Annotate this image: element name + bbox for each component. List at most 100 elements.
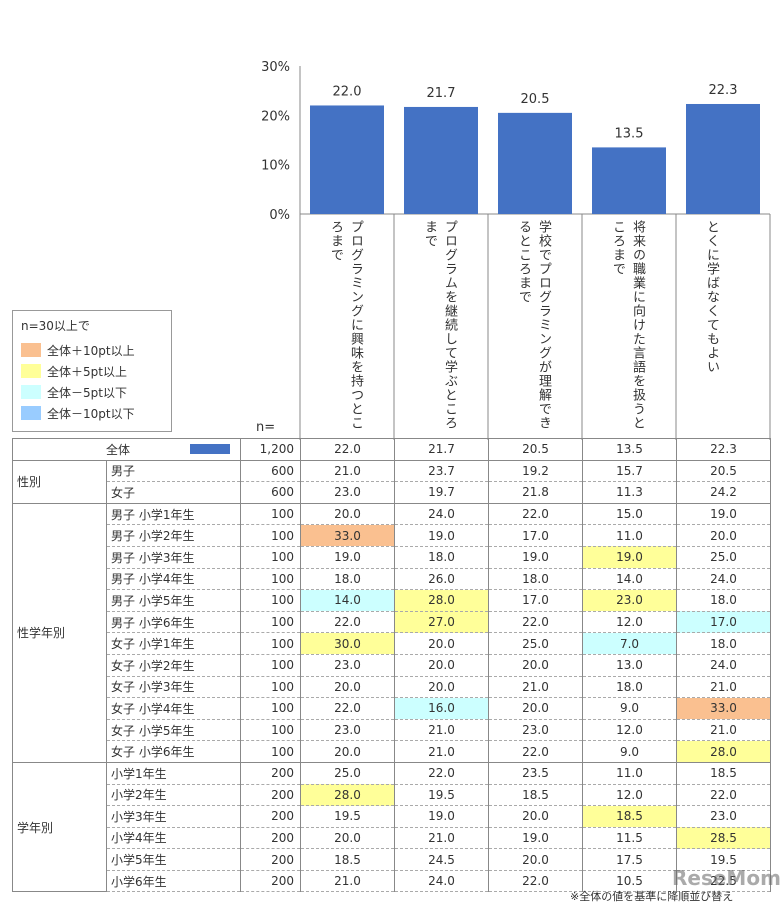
value-cell: 22.5 — [676, 869, 771, 893]
legend-item: 全体＋5pt以上 — [21, 362, 127, 380]
value-cell: 16.0 — [394, 697, 489, 720]
value-cell: 21.0 — [394, 740, 489, 763]
category-label: プログラムを継続して学ぶところまで — [422, 220, 457, 430]
n-cell: 100 — [240, 632, 301, 655]
value-cell: 18.5 — [582, 805, 677, 828]
table-row: 男子 小学5年生 100 14.0 28.0 17.0 23.0 18.0 — [13, 589, 771, 612]
value-cell: 28.0 — [300, 783, 395, 807]
value-cell: 20.5 — [488, 438, 583, 461]
bar-value-label: 22.0 — [333, 84, 362, 99]
value-cell: 25.0 — [300, 761, 395, 785]
value-cell: 21.0 — [488, 675, 583, 699]
value-cell: 27.0 — [394, 610, 489, 634]
value-cell: 22.0 — [300, 610, 395, 634]
value-cell: 24.2 — [676, 481, 771, 504]
table-row: 性学年別 男子 小学1年生 100 20.0 24.0 22.0 15.0 19.0 — [12, 502, 771, 763]
row-label: 女子 — [106, 481, 241, 504]
value-cell: 21.0 — [300, 869, 395, 893]
row-label: 小学3年生 — [106, 805, 241, 828]
value-cell: 28.0 — [676, 740, 771, 763]
n-cell: 200 — [240, 869, 301, 893]
value-cell: 17.0 — [488, 589, 583, 612]
value-cell: 21.0 — [676, 675, 771, 699]
value-cell: 18.0 — [676, 632, 771, 655]
legend-label: 全体－10pt以下 — [47, 406, 135, 421]
value-cell: 22.0 — [488, 869, 583, 893]
category-label: とくに学ばなくてもよい — [704, 220, 719, 374]
legend-label: 全体＋5pt以上 — [47, 364, 127, 379]
n-cell: 100 — [240, 718, 301, 742]
value-cell: 18.5 — [300, 848, 395, 871]
value-cell: 23.0 — [582, 589, 677, 612]
value-cell: 20.0 — [394, 675, 489, 699]
value-cell: 24.0 — [394, 502, 489, 526]
value-cell: 14.0 — [300, 589, 395, 612]
value-cell: 17.0 — [488, 524, 583, 547]
bar-value-label: 22.3 — [709, 83, 738, 98]
value-cell: 24.5 — [394, 848, 489, 871]
table-row-total: 全体 1,200 22.0 21.7 20.5 13.5 22.3 — [12, 438, 771, 461]
row-label: 男子 小学2年生 — [106, 524, 241, 547]
value-cell: 10.5 — [582, 869, 677, 893]
legend-swatch — [21, 385, 41, 399]
value-cell: 13.5 — [582, 438, 677, 461]
value-cell: 21.0 — [300, 459, 395, 483]
value-cell: 11.3 — [582, 481, 677, 504]
value-cell: 21.0 — [676, 718, 771, 742]
value-cell: 19.5 — [394, 783, 489, 807]
value-cell: 18.0 — [582, 675, 677, 699]
row-label: 小学5年生 — [106, 848, 241, 871]
row-label: 男子 — [106, 459, 241, 483]
value-cell: 22.0 — [488, 740, 583, 763]
value-cell: 11.0 — [582, 761, 677, 785]
value-cell: 33.0 — [300, 524, 395, 547]
value-cell: 19.7 — [394, 481, 489, 504]
n-cell: 100 — [240, 653, 301, 677]
watermark-logo: ReseMom — [672, 866, 781, 890]
value-cell: 20.0 — [488, 653, 583, 677]
n-cell: 100 — [240, 697, 301, 720]
table-row: 小学6年生 200 21.0 24.0 22.0 10.5 22.5 — [13, 869, 771, 893]
total-bar-swatch — [190, 444, 230, 455]
n-cell: 100 — [240, 502, 301, 526]
row-label: 小学2年生 — [106, 783, 241, 807]
value-cell: 22.0 — [488, 502, 583, 526]
n-cell: 200 — [240, 783, 301, 807]
category-label: 学校でプログラミングが理解できるところまで — [516, 220, 551, 430]
bar — [498, 112, 572, 214]
value-cell: 23.0 — [300, 653, 395, 677]
legend-swatch — [21, 343, 41, 357]
value-cell: 26.0 — [394, 567, 489, 591]
value-cell: 22.0 — [488, 610, 583, 634]
n-cell: 1,200 — [240, 438, 301, 461]
value-cell: 22.0 — [676, 783, 771, 807]
row-label: 女子 小学2年生 — [106, 653, 241, 677]
total-label-cell: 全体 — [12, 438, 241, 461]
value-cell: 20.0 — [394, 632, 489, 655]
table-row: 男子 小学3年生 100 19.0 18.0 19.0 19.0 25.0 — [13, 545, 771, 569]
value-cell: 23.0 — [300, 481, 395, 504]
bar — [686, 103, 760, 214]
value-cell: 23.7 — [394, 459, 489, 483]
data-table: 全体 1,200 22.0 21.7 20.5 13.5 22.3 性別 男子 600 21.0 23… — [12, 438, 771, 893]
value-cell: 13.0 — [582, 653, 677, 677]
row-label: 男子 小学5年生 — [106, 589, 241, 612]
group-label: 性別 — [12, 459, 107, 504]
value-cell: 23.0 — [676, 805, 771, 828]
table-row: 女子 小学4年生 100 22.0 16.0 20.0 9.0 33.0 — [13, 697, 771, 720]
value-cell: 19.0 — [488, 826, 583, 850]
y-tick-label: 30% — [261, 60, 290, 75]
n-cell: 100 — [240, 545, 301, 569]
value-cell: 18.0 — [300, 567, 395, 591]
n-cell: 200 — [240, 761, 301, 785]
value-cell: 24.0 — [676, 653, 771, 677]
row-label: 女子 小学1年生 — [106, 632, 241, 655]
n-cell: 600 — [240, 481, 301, 504]
n-cell: 100 — [240, 589, 301, 612]
value-cell: 15.0 — [582, 502, 677, 526]
value-cell: 30.0 — [300, 632, 395, 655]
table-row: 女子 600 23.0 19.7 21.8 11.3 24.2 — [13, 481, 771, 504]
value-cell: 19.0 — [394, 524, 489, 547]
value-cell: 25.0 — [676, 545, 771, 569]
bar — [404, 106, 478, 214]
